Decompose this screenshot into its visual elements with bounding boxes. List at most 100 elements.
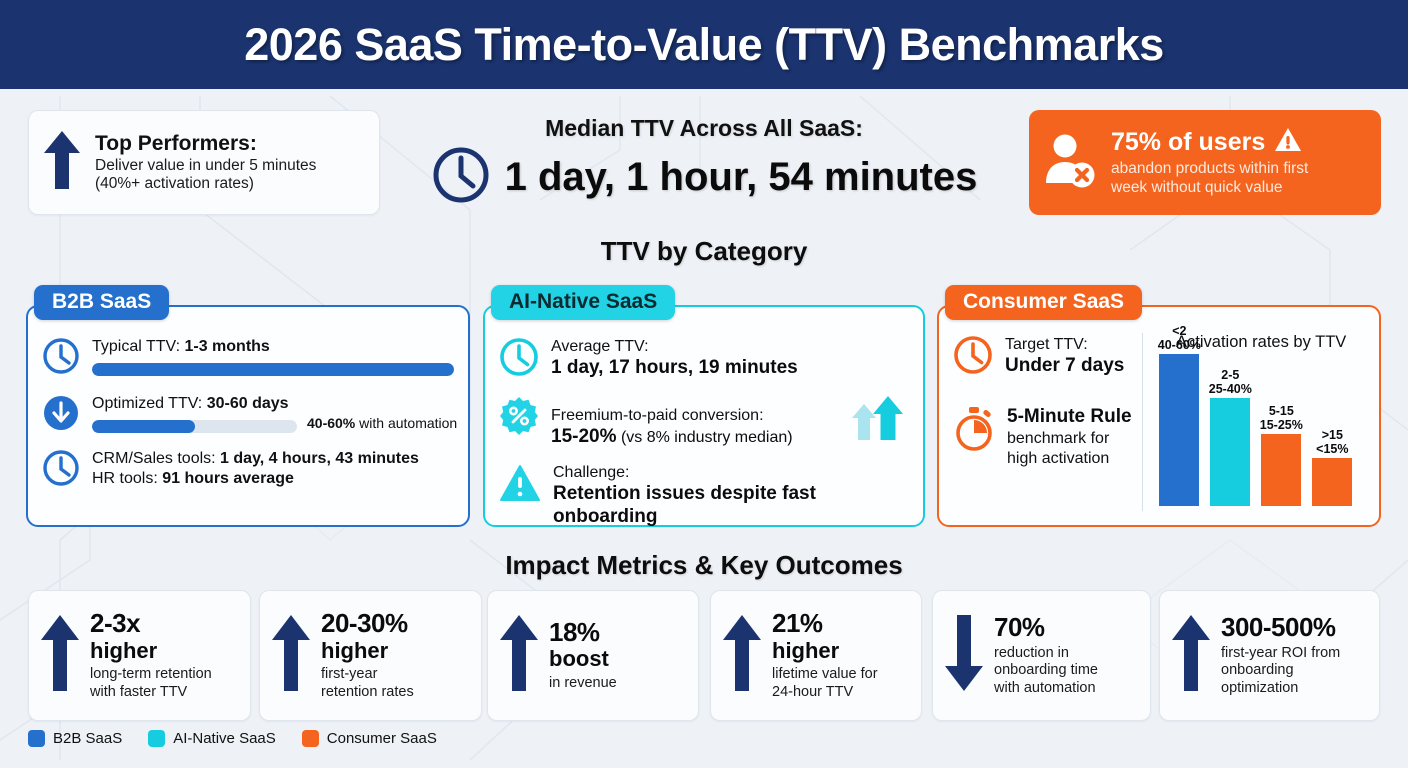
legend-label: AI-Native SaaS — [173, 730, 276, 747]
abandon-sub-line2: week without quick value — [1111, 179, 1283, 196]
b2b-row1-label: Typical TTV: — [92, 338, 185, 355]
ai-row1-label: Average TTV: — [551, 338, 649, 355]
b2b-row2-note: with automation — [355, 415, 458, 432]
bar-category-label: 5-15 — [1268, 404, 1294, 418]
page-header: 2026 SaaS Time-to-Value (TTV) Benchmarks — [0, 0, 1408, 89]
bar-value-label: <15% — [1316, 441, 1349, 456]
activation-rates-chart: Activation rates by TTV <2 40-60% 2-5 — [1142, 324, 1369, 511]
clock-icon — [499, 337, 539, 382]
stopwatch-icon — [953, 406, 995, 457]
bar-value-label: 25-40% — [1208, 381, 1252, 396]
chart-bar — [1210, 398, 1251, 506]
metric-card: 18% boost in revenue — [487, 590, 699, 721]
metric-desc-line: long-term retention — [90, 666, 212, 683]
b2b-row3b-value: 91 hours average — [162, 470, 294, 488]
ai-row2-label: Freemium-to-paid conversion: — [551, 406, 764, 424]
median-ttv-value: 1 day, 1 hour, 54 minutes — [504, 155, 978, 199]
clock-icon — [42, 449, 80, 492]
b2b-row2-label: Optimized TTV: — [92, 395, 207, 412]
metric-desc-line: lifetime value for — [772, 666, 878, 683]
metric-desc-line: in revenue — [549, 675, 617, 692]
category-card-ai-native: AI-Native SaaS Average TTV: 1 day, 17 ho… — [483, 285, 925, 527]
metric-word: higher — [772, 637, 840, 663]
top-performers-line2: (40%+ activation rates) — [95, 174, 254, 192]
arrow-up-icon — [39, 612, 81, 699]
abandon-sub-line1: abandon products within first — [1111, 160, 1309, 178]
bar-category-label: <2 — [1172, 324, 1187, 338]
metric-number: 20-30% — [321, 608, 408, 639]
arrow-up-icon — [1170, 612, 1212, 699]
legend-swatch — [301, 730, 319, 747]
legend-label: Consumer SaaS — [326, 730, 437, 747]
metric-desc-line: onboarding — [1221, 662, 1294, 679]
chart-bar-col: 2-5 25-40% — [1208, 354, 1252, 506]
b2b-optimized-ttv-bar — [92, 420, 297, 434]
chart-bar — [1312, 458, 1353, 506]
legend-swatch — [28, 730, 45, 747]
chart-bars: <2 40-60% 2-5 25-40% — [1153, 324, 1369, 506]
legend-swatch — [148, 730, 166, 747]
category-tab-consumer: Consumer SaaS — [945, 285, 1143, 320]
metric-card: 2-3x higher long-term retention with fas… — [28, 590, 251, 721]
metric-desc-line: retention rates — [321, 683, 414, 700]
double-arrow-up-icon — [849, 396, 905, 447]
clock-icon — [42, 337, 80, 380]
clock-icon — [431, 145, 491, 210]
chart-bar-col: <2 40-60% — [1158, 324, 1201, 506]
top-performers-card: Top Performers: Deliver value in under 5… — [28, 110, 380, 215]
metric-card: 20-30% higher first-year retention rates — [259, 590, 482, 721]
metric-number: 18% — [549, 617, 600, 648]
page-title: 2026 SaaS Time-to-Value (TTV) Benchmarks — [244, 18, 1164, 70]
top-performers-title: Top Performers: — [95, 131, 257, 155]
metric-number: 2-3x — [90, 608, 141, 639]
chart-bar — [1261, 434, 1302, 506]
warning-triangle-icon — [1274, 127, 1302, 157]
metric-card: 21% higher lifetime value for 24-hour TT… — [710, 590, 922, 721]
b2b-row1-value: 1-3 months — [184, 338, 270, 355]
arrow-down-icon — [943, 612, 985, 699]
bar-value-label: 40-60% — [1157, 337, 1201, 352]
legend-item: AI-Native SaaS — [148, 730, 276, 747]
category-tab-ai-native: AI-Native SaaS — [491, 285, 676, 320]
consumer-row2-line2: benchmark for — [1007, 429, 1110, 447]
b2b-row2-note-bold: 40-60% — [307, 415, 356, 432]
arrow-up-icon — [721, 612, 763, 699]
metric-desc-line: with faster TTV — [90, 683, 188, 700]
bar-value-label: 15-25% — [1259, 417, 1303, 432]
chart-bar-col: 5-15 15-25% — [1259, 354, 1303, 506]
category-tab-b2b: B2B SaaS — [34, 285, 170, 320]
metric-card: 70% reduction in onboarding time with au… — [932, 590, 1151, 721]
consumer-row1-label: Target TTV: — [1005, 336, 1088, 353]
arrow-down-circle-icon — [42, 394, 80, 437]
ai-row2-value-rest: (vs 8% industry median) — [616, 429, 793, 447]
metric-desc-line: with automation — [994, 679, 1096, 696]
warning-triangle-icon — [499, 463, 541, 508]
b2b-row3-label: CRM/Sales tools: — [92, 450, 221, 467]
chart-bar — [1159, 354, 1200, 506]
metric-desc-line: reduction in — [994, 644, 1069, 661]
top-performers-line1: Deliver value in under 5 minutes — [95, 156, 317, 174]
arrow-up-icon — [270, 612, 312, 699]
arrow-up-icon — [43, 129, 81, 196]
abandon-headline: 75% of users — [1111, 127, 1266, 156]
metric-word: higher — [90, 637, 158, 663]
consumer-row1-value: Under 7 days — [1005, 355, 1125, 377]
legend-item: B2B SaaS — [28, 730, 122, 747]
metric-card: 300-500% first-year ROI from onboarding … — [1159, 590, 1380, 721]
median-ttv-label: Median TTV Across All SaaS: — [545, 115, 863, 141]
legend-item: Consumer SaaS — [301, 730, 437, 747]
arrow-up-icon — [498, 612, 540, 699]
metric-desc-line: onboarding time — [994, 662, 1098, 679]
metric-word: higher — [321, 637, 389, 663]
consumer-row2-line3: high activation — [1007, 450, 1110, 468]
legend-label: B2B SaaS — [53, 730, 123, 747]
percent-badge-icon — [499, 396, 539, 441]
median-ttv-block: Median TTV Across All SaaS: 1 day, 1 hou… — [392, 110, 1016, 215]
b2b-row2-value: 30-60 days — [206, 395, 289, 412]
metric-word: boost — [549, 646, 609, 672]
ai-row3-label: Challenge: — [553, 464, 630, 481]
bar-category-label: 2-5 — [1221, 368, 1240, 382]
ai-row2-value: 15-20% — [551, 426, 617, 448]
chart-bar-col: >15 <15% — [1312, 354, 1353, 506]
consumer-row2-value: 5-Minute Rule — [1007, 406, 1132, 427]
